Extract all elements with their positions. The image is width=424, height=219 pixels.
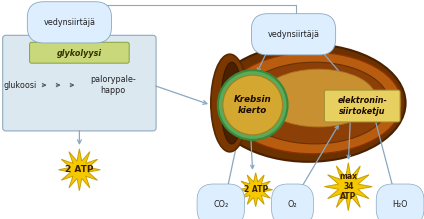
Text: palorypale-
happo: palorypale- happo <box>90 75 136 95</box>
Text: max
34
ATP: max 34 ATP <box>339 173 357 201</box>
Text: 2 ATP: 2 ATP <box>243 185 268 194</box>
Ellipse shape <box>211 44 406 162</box>
Polygon shape <box>59 149 100 191</box>
Text: H₂O: H₂O <box>392 200 408 209</box>
Ellipse shape <box>221 62 243 144</box>
Text: Krebsin
kierto: Krebsin kierto <box>234 95 271 115</box>
FancyBboxPatch shape <box>324 90 400 122</box>
Text: 2 ATP: 2 ATP <box>65 165 94 174</box>
Polygon shape <box>324 163 372 211</box>
Text: elektronin-
siirtoketju: elektronin- siirtoketju <box>338 96 387 116</box>
Ellipse shape <box>211 54 249 152</box>
Ellipse shape <box>261 69 376 127</box>
FancyBboxPatch shape <box>30 42 129 63</box>
Polygon shape <box>239 173 273 207</box>
Circle shape <box>218 70 287 140</box>
Text: glukoosi: glukoosi <box>3 81 36 90</box>
Ellipse shape <box>240 62 389 144</box>
Text: glykolyysi: glykolyysi <box>57 49 102 58</box>
FancyBboxPatch shape <box>3 35 156 131</box>
Ellipse shape <box>223 52 402 154</box>
Text: vedynsiirtäjä: vedynsiirtäjä <box>268 30 320 39</box>
Text: vedynsiirtäjä: vedynsiirtäjä <box>43 18 95 27</box>
Text: CO₂: CO₂ <box>213 200 229 209</box>
Circle shape <box>223 75 282 135</box>
Text: O₂: O₂ <box>288 200 297 209</box>
